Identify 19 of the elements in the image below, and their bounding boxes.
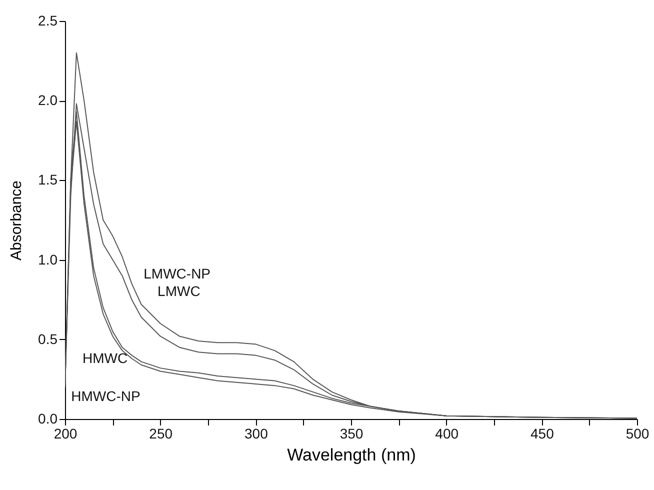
annotation: HMWC-NP — [71, 388, 140, 404]
y-tick-label: 0.0 — [38, 410, 58, 426]
x-tick-label: 250 — [149, 426, 173, 442]
y-axis-title: Absorbance — [8, 180, 26, 261]
annotation: LMWC — [158, 282, 200, 299]
annotation: LMWC-NP — [144, 265, 211, 282]
y-tick-label: 1.5 — [38, 172, 58, 188]
y-tick-label: 1.0 — [38, 251, 58, 268]
x-axis-title: Wavelength (nm) — [287, 446, 416, 464]
y-tick-label: 2.5 — [38, 12, 58, 28]
x-tick-label: 450 — [530, 426, 554, 442]
y-tick-label: 2.0 — [38, 92, 58, 108]
x-tick-label: 300 — [244, 426, 268, 442]
x-tick-label: 350 — [340, 426, 364, 442]
x-tick-label: 200 — [54, 426, 78, 442]
y-tick-label: 0.5 — [38, 330, 58, 347]
x-tick-label: 400 — [435, 426, 459, 442]
x-tick-label: 500 — [626, 426, 650, 442]
annotation: HMWC — [82, 350, 128, 366]
